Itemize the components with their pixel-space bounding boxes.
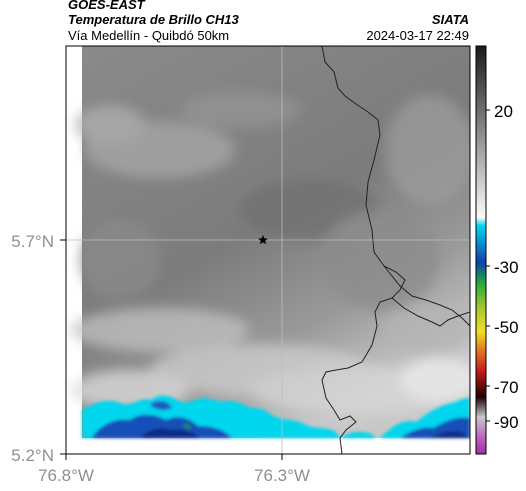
organization-label: SIATA bbox=[431, 12, 469, 27]
colorbar: 20 -30 -50 -70 -90 bbox=[475, 45, 519, 455]
colorbar-tick-label: -90 bbox=[494, 413, 519, 432]
lon-tick-label: 76.8°W bbox=[38, 466, 94, 485]
colorbar-tick-label: -30 bbox=[494, 258, 519, 277]
product-title: Temperatura de Brillo CH13 bbox=[68, 12, 239, 27]
lon-tick-label: 76.3°W bbox=[254, 466, 310, 485]
region-subtitle: Vía Medellín - Quibdó 50km bbox=[68, 28, 230, 43]
colorbar-tick-label: -50 bbox=[494, 318, 519, 337]
brightness-temperature-field bbox=[66, 46, 470, 454]
colorbar-tick-label: 20 bbox=[494, 102, 513, 121]
satellite-title: GOES-EAST bbox=[68, 0, 145, 12]
timestamp-label: 2024-03-17 22:49 bbox=[366, 28, 469, 43]
lat-tick-label: 5.2°N bbox=[11, 446, 54, 465]
star-icon bbox=[258, 235, 268, 245]
colorbar-tick-label: -70 bbox=[494, 378, 519, 397]
lat-tick-label: 5.7°N bbox=[11, 232, 54, 251]
